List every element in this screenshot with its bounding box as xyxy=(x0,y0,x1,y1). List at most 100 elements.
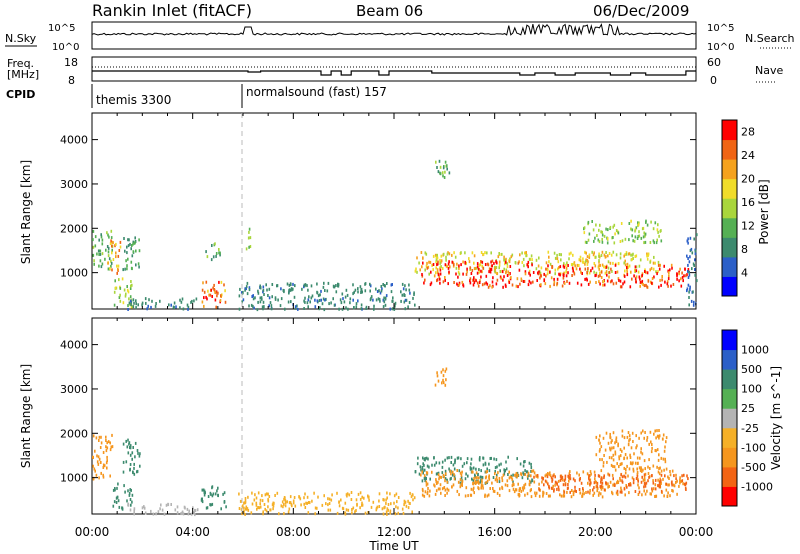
data-cell xyxy=(605,227,607,231)
data-cell xyxy=(586,241,588,244)
data-cell xyxy=(602,461,605,465)
data-cell xyxy=(458,281,461,285)
data-cell xyxy=(515,284,518,288)
data-cell xyxy=(117,482,119,486)
data-cell xyxy=(572,253,574,257)
data-cell xyxy=(600,230,602,234)
data-cell xyxy=(109,441,111,445)
data-cell xyxy=(474,479,477,483)
data-cell xyxy=(110,445,113,449)
data-cell xyxy=(182,307,185,311)
data-cell xyxy=(559,474,562,478)
data-cell xyxy=(651,487,653,491)
data-cell xyxy=(449,265,451,269)
data-cell xyxy=(413,291,415,295)
data-cell xyxy=(681,474,683,478)
data-cell xyxy=(170,303,172,307)
data-cell xyxy=(219,253,221,257)
data-cell xyxy=(554,483,556,487)
data-cell xyxy=(393,501,395,505)
data-cell xyxy=(345,288,348,292)
data-cell xyxy=(459,485,462,489)
data-cell xyxy=(598,449,601,453)
data-cell xyxy=(537,264,540,268)
x-axis-title: Time UT xyxy=(368,539,419,553)
data-cell xyxy=(658,434,661,438)
data-cell xyxy=(307,511,310,515)
data-cell xyxy=(436,472,439,476)
data-cell xyxy=(470,272,473,275)
data-cell xyxy=(461,464,464,468)
data-cell xyxy=(92,238,94,242)
data-cell xyxy=(615,229,618,232)
data-cell xyxy=(383,296,385,300)
data-cell xyxy=(649,260,651,264)
data-cell xyxy=(473,281,476,284)
velocity-colorbar-label: Velocity [m s^-1] xyxy=(769,366,783,470)
data-cell xyxy=(619,285,622,289)
data-cell xyxy=(379,299,381,303)
data-cell xyxy=(446,480,449,484)
data-cell xyxy=(609,435,611,439)
data-cell xyxy=(530,469,532,473)
data-cell xyxy=(574,264,576,268)
data-cell xyxy=(571,489,573,492)
data-cell xyxy=(308,295,310,299)
data-cell xyxy=(439,483,442,487)
data-cell xyxy=(607,482,609,486)
data-cell xyxy=(420,468,422,472)
data-cell xyxy=(425,264,428,268)
data-cell xyxy=(100,265,103,269)
data-cell xyxy=(195,297,198,301)
data-cell xyxy=(651,489,654,493)
data-cell xyxy=(453,477,456,481)
data-cell xyxy=(657,484,659,488)
data-cell xyxy=(205,295,207,299)
data-cell xyxy=(437,262,439,266)
data-cell xyxy=(650,440,652,444)
data-cell xyxy=(620,222,623,225)
data-cell xyxy=(658,453,660,457)
data-cell xyxy=(288,283,291,287)
data-cell xyxy=(624,453,627,456)
data-cell xyxy=(550,476,553,480)
data-cell xyxy=(481,283,484,287)
data-cell xyxy=(627,265,629,269)
data-cell xyxy=(386,507,389,511)
data-cell xyxy=(566,261,568,265)
data-cell xyxy=(482,456,485,460)
data-cell xyxy=(614,271,617,274)
data-cell xyxy=(618,457,621,461)
data-cell xyxy=(675,477,677,481)
data-cell xyxy=(522,488,524,492)
data-cell xyxy=(422,468,424,472)
data-cell xyxy=(645,283,647,287)
data-cell xyxy=(585,251,587,255)
data-cell xyxy=(543,483,545,487)
data-cell xyxy=(491,264,493,268)
data-cell xyxy=(340,301,343,305)
data-cell xyxy=(516,457,518,461)
data-cell xyxy=(460,251,462,255)
data-cell xyxy=(493,269,496,273)
data-cell xyxy=(531,478,533,482)
data-cell xyxy=(135,249,137,253)
data-cell xyxy=(490,260,492,264)
data-cell xyxy=(461,479,464,483)
data-cell xyxy=(451,253,453,257)
velocity-colorbar-segment xyxy=(722,427,737,448)
power-colorbar-tick: 4 xyxy=(741,267,748,280)
data-cell xyxy=(460,473,463,477)
data-cell xyxy=(638,264,641,268)
data-cell xyxy=(130,284,132,288)
velocity-colorbar-segment xyxy=(722,349,737,370)
data-cell xyxy=(554,256,557,260)
data-cell xyxy=(658,267,661,271)
data-cell xyxy=(523,484,525,488)
data-cell xyxy=(248,230,250,234)
data-cell xyxy=(611,473,614,477)
data-cell xyxy=(106,455,108,459)
data-cell xyxy=(496,465,498,469)
data-cell xyxy=(565,266,568,270)
data-cell xyxy=(97,249,100,253)
